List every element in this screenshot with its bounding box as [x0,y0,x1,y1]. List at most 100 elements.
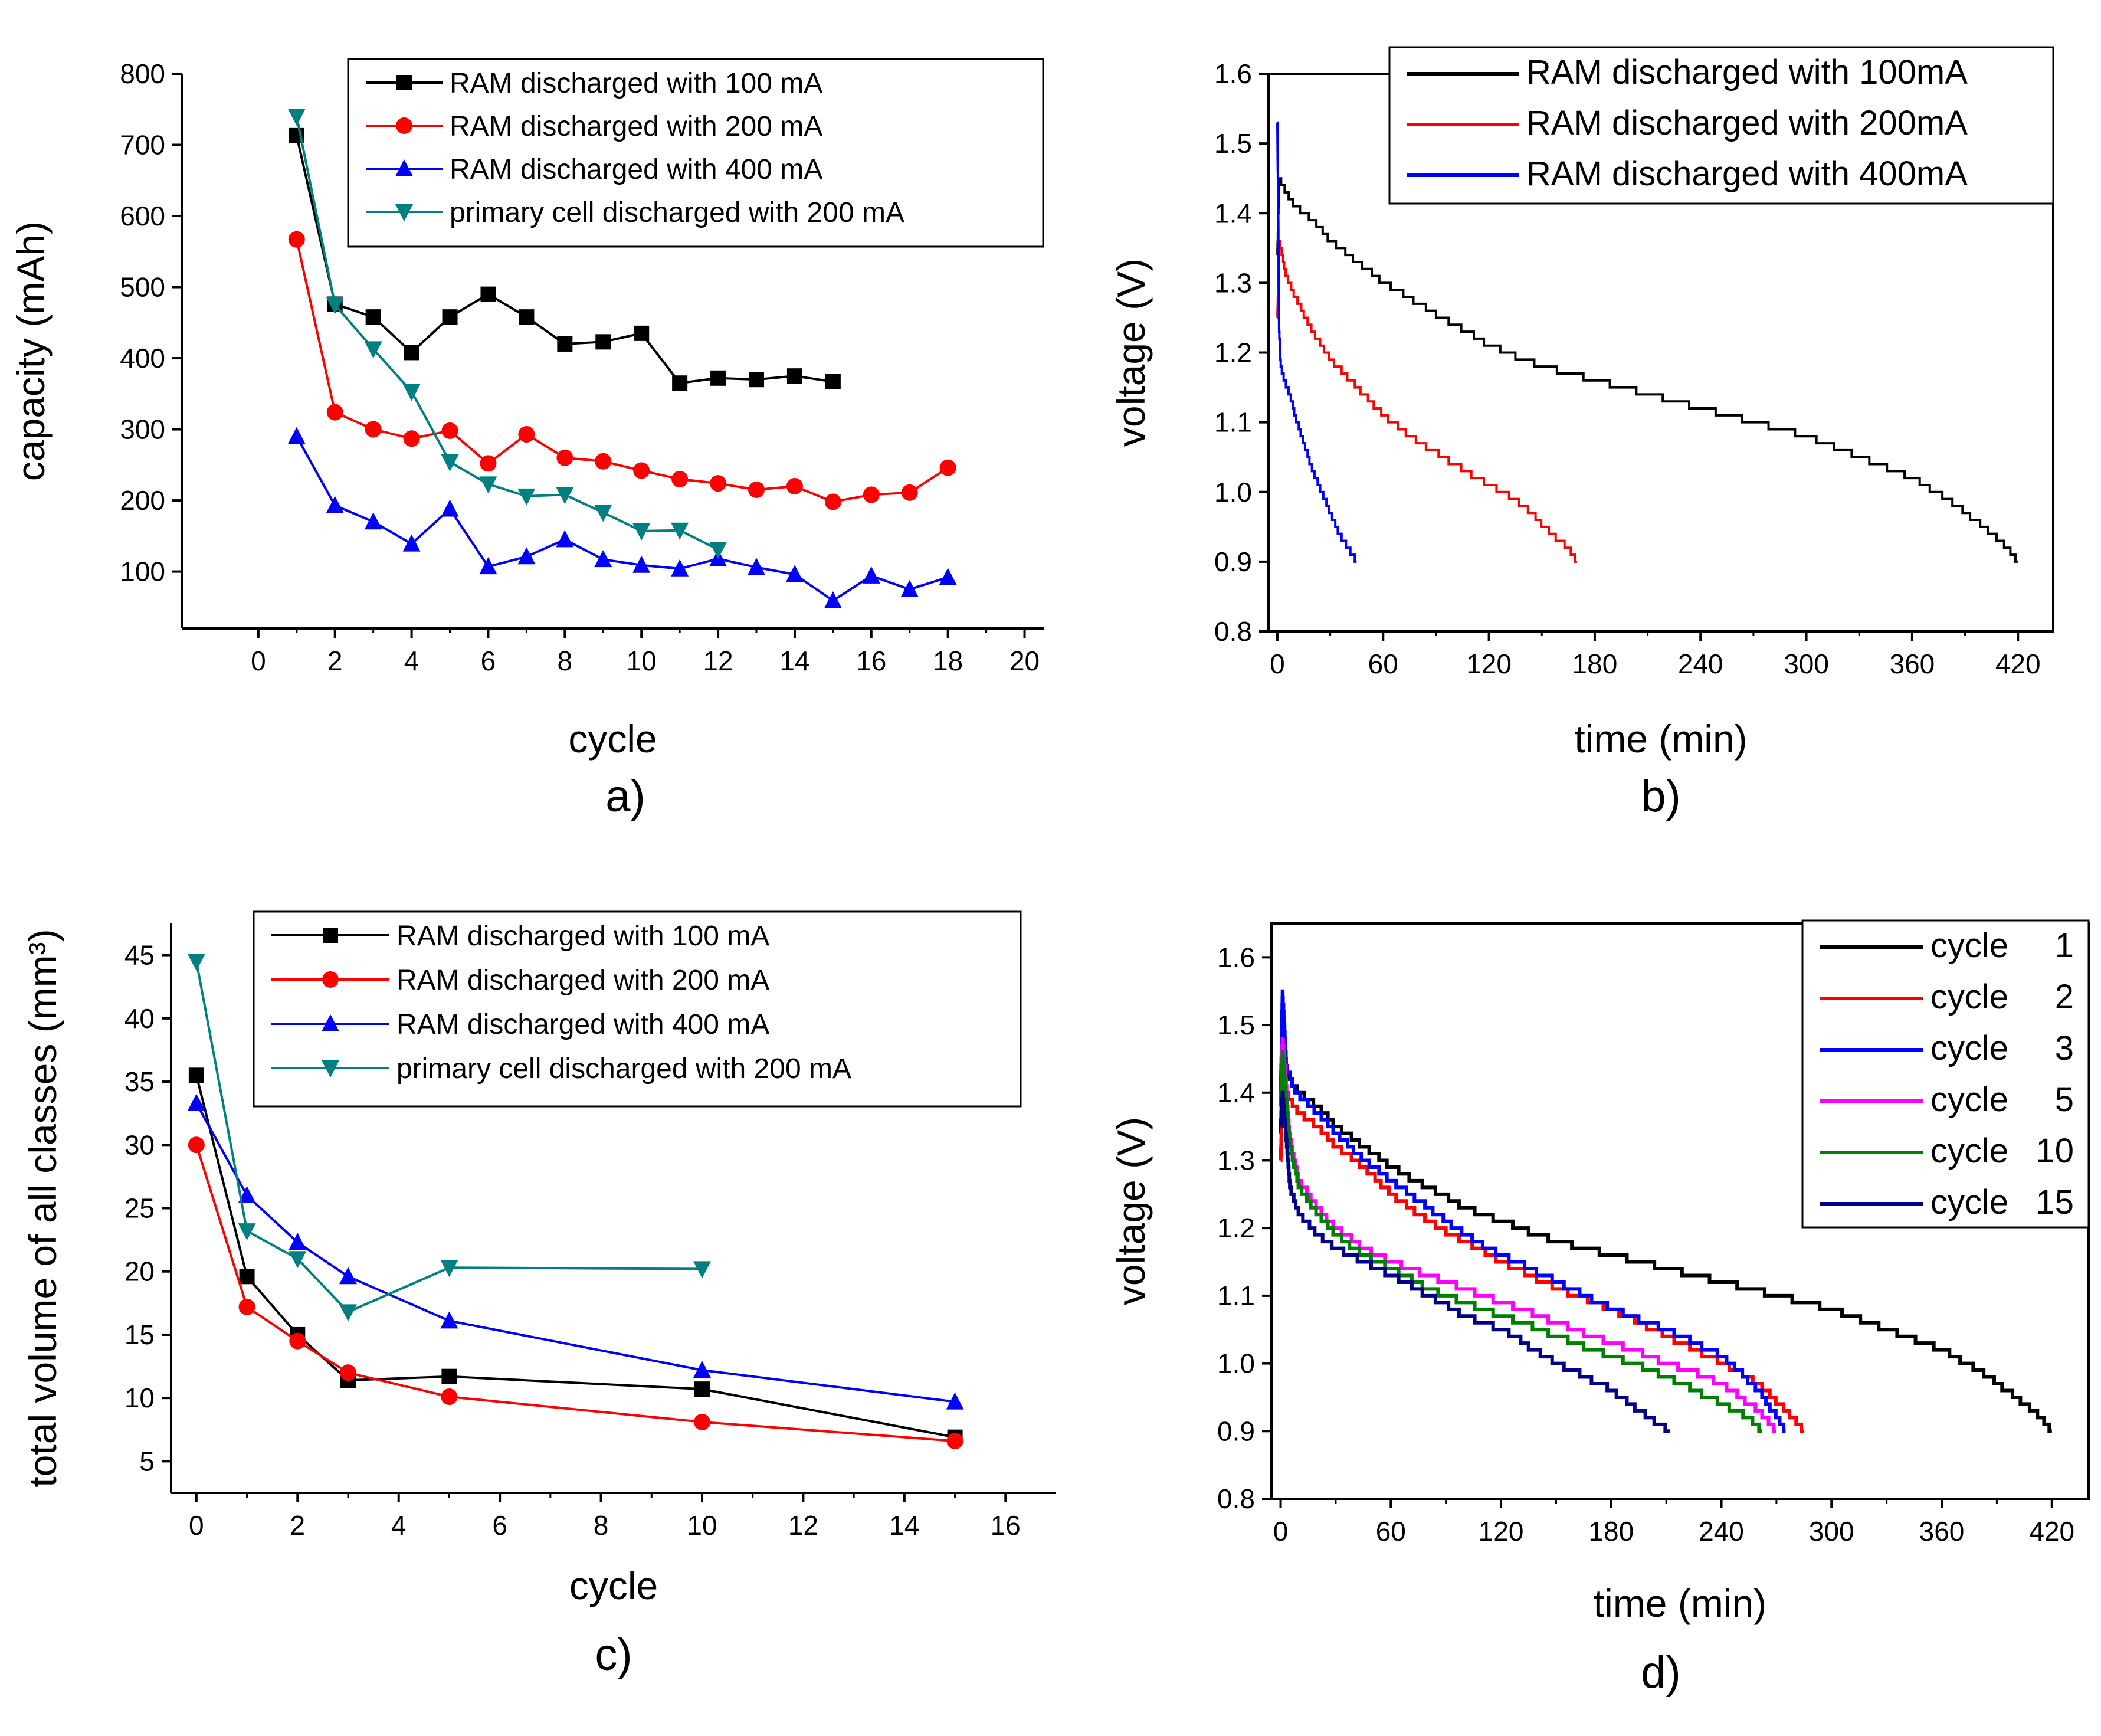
data-point [862,566,880,584]
data-point [187,1093,205,1111]
data-point [633,462,650,479]
data-point [863,486,880,503]
series-1 [288,231,956,510]
data-point [786,368,802,384]
legend-label: cycle [1930,1080,2008,1119]
series-line [195,1102,955,1403]
legend-label: cycle [1930,1183,2008,1221]
data-point [364,341,382,359]
legend-label: cycle [1930,1029,2008,1067]
series-5 [1279,1090,1670,1433]
data-point [187,954,205,971]
x-tick-label: 2 [290,1510,305,1541]
data-point [441,1368,457,1384]
data-point [694,1381,710,1397]
legend-cycle-number: 3 [2055,1029,2074,1067]
series-2 [187,1093,964,1410]
data-point [326,297,344,315]
data-point [946,1392,964,1410]
data-point [785,565,804,582]
data-point [946,1433,963,1450]
y-tick-label: 400 [120,343,165,374]
panel-label: c) [595,1630,632,1680]
series-line [195,961,703,1314]
data-point [480,286,496,302]
data-point [632,555,651,573]
data-point [710,475,727,492]
data-point [238,1298,255,1315]
series-line [1279,1084,1804,1433]
series-line [1279,1090,1670,1433]
y-tick-label: 1.2 [1217,1213,1255,1243]
x-tick-label: 6 [481,646,496,676]
data-point [404,345,419,361]
x-tick-label: 14 [779,646,809,676]
data-point [671,470,689,487]
y-axis-title: voltage (V) [1109,258,1153,447]
series-2 [1279,989,1786,1433]
data-point [480,455,497,472]
legend-label: RAM discharged with 400 mA [450,154,822,185]
y-tick-label: 1.5 [1214,128,1252,159]
x-tick-label: 10 [687,1510,717,1541]
series-1 [1276,240,1578,563]
legend-label: RAM discharged with 100 mA [450,68,822,99]
legend-label: RAM discharged with 200 mA [396,965,769,996]
x-tick-label: 16 [856,646,886,676]
x-tick-label: 18 [933,646,963,676]
data-point [440,1311,458,1329]
data-point [693,1360,711,1378]
x-tick-label: 6 [492,1510,507,1541]
y-tick-label: 200 [120,485,165,516]
x-tick-label: 10 [627,646,657,676]
data-point [517,547,536,565]
x-tick-label: 20 [1009,646,1040,676]
data-point [939,459,956,476]
y-tick-label: 1.1 [1217,1280,1255,1311]
y-tick-label: 700 [120,130,165,161]
y-tick-label: 1.1 [1214,407,1252,438]
legend-cycle-number: 1 [2055,926,2074,965]
data-point [289,1251,307,1269]
data-point [749,372,764,388]
legend-label: primary cell discharged with 200 mA [450,197,904,228]
panel-label: b) [1641,771,1681,821]
y-tick-label: 800 [120,58,165,89]
series-3 [187,954,711,1322]
y-tick-label: 0.9 [1217,1416,1255,1446]
series-line [296,435,949,602]
legend-box [253,910,1022,1108]
series-line [1279,1050,1762,1433]
y-tick-label: 0.8 [1217,1483,1255,1514]
data-point [519,309,535,325]
data-point [365,421,382,438]
data-point [710,370,726,386]
x-tick-label: 420 [2029,1516,2074,1547]
x-tick-label: 0 [1273,1516,1289,1547]
data-point [518,426,535,443]
data-point [339,1304,357,1322]
data-point [594,505,612,522]
x-tick-label: 420 [1995,648,2041,679]
legend: RAM discharged with 100 mA RAM discharged… [347,58,1044,248]
data-point [442,309,458,325]
legend-box [347,58,1044,248]
data-point [188,1136,205,1154]
data-point [825,374,841,389]
data-point [557,336,573,352]
x-tick-label: 300 [1809,1516,1854,1547]
data-point [403,430,420,447]
data-point [672,375,688,391]
y-tick-label: 1.4 [1214,198,1252,228]
data-point [556,487,574,505]
legend-label: RAM discharged with 200 mA [450,111,822,142]
x-tick-label: 4 [404,646,419,676]
data-point [365,309,381,325]
panel-label: a) [605,771,645,821]
data-point [402,384,421,401]
data-point [901,484,918,501]
x-tick-label: 60 [1368,648,1398,679]
legend-marker [395,159,413,176]
series-line [1276,177,2018,563]
series-4 [1279,1050,1762,1433]
